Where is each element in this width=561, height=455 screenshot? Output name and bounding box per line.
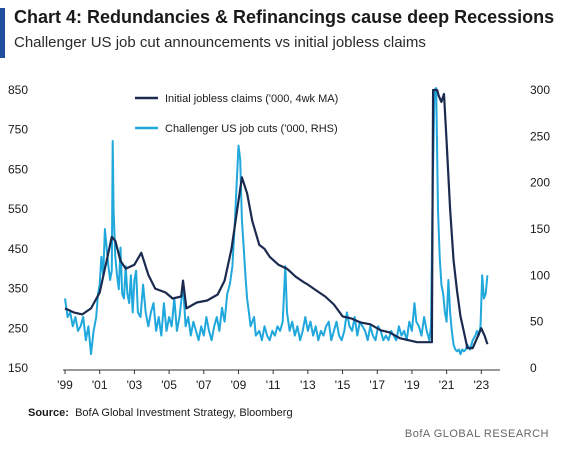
left-y-tick-label: 350 bbox=[8, 282, 28, 296]
left-y-tick-label: 850 bbox=[8, 83, 28, 97]
left-y-tick-label: 250 bbox=[8, 321, 28, 335]
x-tick-label: '23 bbox=[474, 378, 490, 392]
x-axis: '99 '01 '03 '05 '07 '09 '11 '13 '15 '17 '19 '21 '23 bbox=[57, 369, 500, 392]
right-y-tick-label: 50 bbox=[530, 315, 544, 329]
chart-title: Chart 4: Redundancies & Refinancings cau… bbox=[14, 7, 555, 27]
x-tick-label: '17 bbox=[369, 378, 385, 392]
x-tick-label: '99 bbox=[57, 378, 73, 392]
x-tick-label: '01 bbox=[92, 378, 108, 392]
x-tick-label: '11 bbox=[266, 378, 281, 392]
x-tick-label: '09 bbox=[231, 378, 247, 392]
left-y-tick-label: 750 bbox=[8, 123, 28, 137]
right-y-axis: 0 50 100 150 200 250 300 bbox=[530, 83, 550, 375]
x-tick-label: '03 bbox=[127, 378, 143, 392]
left-y-axis: 150 250 350 450 550 650 750 850 bbox=[8, 83, 28, 375]
right-y-tick-label: 200 bbox=[530, 176, 550, 190]
x-tick-label: '19 bbox=[404, 378, 420, 392]
chart-subtitle: Challenger US job cut announcements vs i… bbox=[14, 34, 426, 51]
legend-label: Initial jobless claims ('000, 4wk MA) bbox=[165, 93, 338, 105]
source-label: Source: bbox=[28, 407, 69, 419]
series-line-jobless-claims bbox=[64, 88, 489, 350]
right-y-tick-label: 100 bbox=[530, 268, 550, 282]
right-y-tick-label: 300 bbox=[530, 83, 550, 97]
x-tick-label: '21 bbox=[439, 378, 455, 392]
x-tick-label: '13 bbox=[300, 378, 316, 392]
x-tick-label: '07 bbox=[196, 378, 212, 392]
right-y-tick-label: 0 bbox=[530, 361, 537, 375]
legend: Initial jobless claims ('000, 4wk MA) Cha… bbox=[135, 93, 338, 135]
left-y-tick-label: 450 bbox=[8, 242, 28, 256]
brand-logo-text: BofA GLOBAL RESEARCH bbox=[404, 428, 549, 440]
x-tick-label: '15 bbox=[335, 378, 351, 392]
x-tick-label: '05 bbox=[161, 378, 177, 392]
source-note: Source: BofA Global Investment Strategy,… bbox=[28, 407, 293, 419]
title-accent-bar bbox=[0, 8, 5, 58]
chart-canvas: 150 250 350 450 550 650 750 850 0 50 100 150 200 250… bbox=[8, 83, 550, 392]
source-text: BofA Global Investment Strategy, Bloombe… bbox=[75, 407, 293, 419]
left-y-tick-label: 650 bbox=[8, 162, 28, 176]
plot-area bbox=[64, 87, 489, 356]
right-y-tick-label: 250 bbox=[530, 129, 550, 143]
left-y-tick-label: 150 bbox=[8, 361, 28, 375]
left-y-tick-label: 550 bbox=[8, 202, 28, 216]
legend-label: Challenger US job cuts ('000, RHS) bbox=[165, 123, 338, 135]
right-y-tick-label: 150 bbox=[530, 222, 550, 236]
